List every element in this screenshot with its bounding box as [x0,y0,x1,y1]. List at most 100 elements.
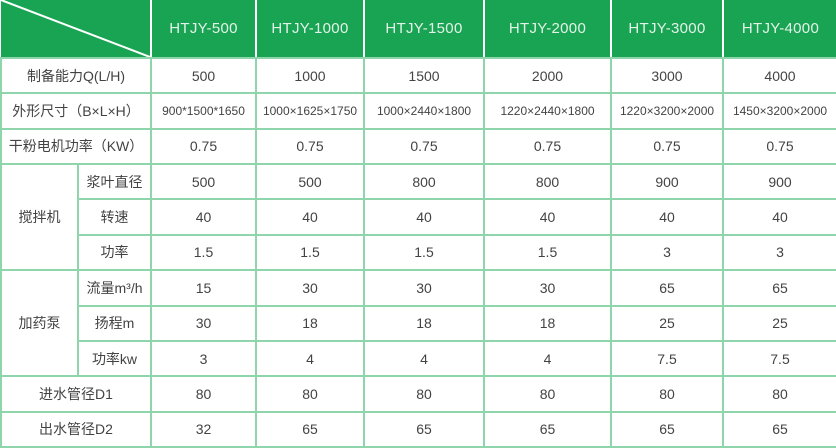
data-cell: 4 [255,339,365,378]
sub-row-label-flow: 流量m³/h [77,269,152,307]
data-cell: 1220×3200×2000 [610,92,724,130]
data-cell: 4 [483,339,612,378]
sub-row-label-head: 扬程m [77,304,152,342]
data-cell: 80 [610,375,724,413]
data-cell: 500 [150,56,257,95]
data-cell: 32 [150,410,257,448]
data-cell: 80 [150,375,257,413]
column-header-htjy-4000: HTJY-4000 [722,0,836,59]
table-row-mixer-paddle-diameter: 搅拌机 浆叶直径 500 500 800 800 900 900 [0,163,836,272]
sub-row-label-paddle-diameter: 浆叶直径 [77,163,152,201]
data-cell: 65 [722,269,836,307]
data-cell: 7.5 [722,339,836,378]
table-row-capacity: 制备能力Q(L/H) 500 1000 1500 2000 3000 4000 [0,56,836,95]
data-cell: 1.5 [363,233,485,272]
table-row-pump-flow: 加药泵 流量m³/h 15 30 30 30 65 65 [0,269,836,378]
column-header-htjy-1500: HTJY-1500 [363,0,484,59]
data-cell: 3 [722,233,836,272]
data-cell: 80 [722,375,836,413]
data-cell: 0.75 [150,127,257,166]
sub-row-label-speed: 转速 [77,198,152,236]
data-cell: 1220×2440×1800 [483,92,612,130]
data-cell: 65 [610,410,724,448]
data-cell: 40 [483,198,612,236]
row-label-dimensions: 外形尺寸（B×L×H） [0,92,152,130]
data-cell: 1000×2440×1800 [363,92,485,130]
data-cell: 1000 [255,56,365,95]
data-cell: 18 [255,304,365,342]
data-cell: 1450×3200×2000 [722,92,836,130]
data-cell: 3000 [610,56,724,95]
data-cell: 40 [255,198,365,236]
table-row-pump-power: 功率kw 3 4 4 4 7.5 7.5 [1,339,836,378]
data-cell: 80 [363,375,485,413]
data-cell: 18 [363,304,485,342]
data-cell: 0.75 [483,127,612,166]
data-cell: 30 [150,304,257,342]
data-cell: 1.5 [255,233,365,272]
data-cell: 25 [610,304,724,342]
data-cell: 900*1500*1650 [150,92,257,130]
group-label-mixer: 搅拌机 [0,163,79,272]
data-cell: 1000×1625×1750 [255,92,365,130]
data-cell: 65 [610,269,724,307]
data-cell: 80 [255,375,365,413]
data-cell: 900 [722,163,836,201]
row-label-capacity: 制备能力Q(L/H) [0,56,152,95]
data-cell: 0.75 [363,127,485,166]
data-cell: 40 [722,198,836,236]
data-cell: 500 [150,163,257,201]
diagonal-line [1,0,150,57]
table-row-dimensions: 外形尺寸（B×L×H） 900*1500*1650 1000×1625×1750… [0,92,836,130]
table-row-dry-powder-motor-power: 干粉电机功率（KW） 0.75 0.75 0.75 0.75 0.75 0.75 [0,127,836,166]
data-cell: 65 [722,410,836,448]
data-cell: 0.75 [610,127,724,166]
data-cell: 4 [363,339,485,378]
column-header-htjy-1000: HTJY-1000 [255,0,364,59]
data-cell: 40 [610,198,724,236]
data-cell: 1.5 [483,233,612,272]
sub-row-label-pump-power: 功率kw [77,339,152,378]
data-cell: 30 [255,269,365,307]
data-cell: 65 [363,410,485,448]
data-cell: 65 [255,410,365,448]
data-cell: 30 [363,269,485,307]
data-cell: 4000 [722,56,836,95]
data-cell: 500 [255,163,365,201]
data-cell: 3 [610,233,724,272]
data-cell: 80 [483,375,612,413]
data-cell: 30 [483,269,612,307]
data-cell: 1500 [363,56,485,95]
sub-row-label-mixer-power: 功率 [77,233,152,272]
table-row-pump-head: 扬程m 30 18 18 18 25 25 [1,304,836,342]
table-row-outlet-pipe-d2: 出水管径D2 32 65 65 65 65 65 [0,410,836,448]
row-label-dry-powder-motor-power: 干粉电机功率（KW） [0,127,152,166]
data-cell: 1.5 [150,233,257,272]
table-row-mixer-power: 功率 1.5 1.5 1.5 1.5 3 3 [1,233,836,272]
data-cell: 18 [483,304,612,342]
data-cell: 3 [150,339,257,378]
group-label-dosing-pump: 加药泵 [0,269,79,378]
data-cell: 40 [150,198,257,236]
data-cell: 900 [610,163,724,201]
data-cell: 15 [150,269,257,307]
column-header-htjy-2000: HTJY-2000 [483,0,611,59]
data-cell: 2000 [483,56,612,95]
row-label-inlet-pipe-d1: 进水管径D1 [0,375,152,413]
column-header-htjy-3000: HTJY-3000 [610,0,723,59]
data-cell: 40 [363,198,485,236]
table-row-mixer-speed: 转速 40 40 40 40 40 40 [1,198,836,236]
data-cell: 0.75 [722,127,836,166]
row-label-outlet-pipe-d2: 出水管径D2 [0,410,152,448]
data-cell: 65 [483,410,612,448]
header-row: HTJY-500 HTJY-1000 HTJY-1500 HTJY-2000 H… [1,0,836,59]
data-cell: 7.5 [610,339,724,378]
column-header-htjy-500: HTJY-500 [150,0,256,59]
table-row-inlet-pipe-d1: 进水管径D1 80 80 80 80 80 80 [0,375,836,413]
data-cell: 800 [363,163,485,201]
data-cell: 800 [483,163,612,201]
corner-cell [1,0,151,59]
data-cell: 0.75 [255,127,365,166]
